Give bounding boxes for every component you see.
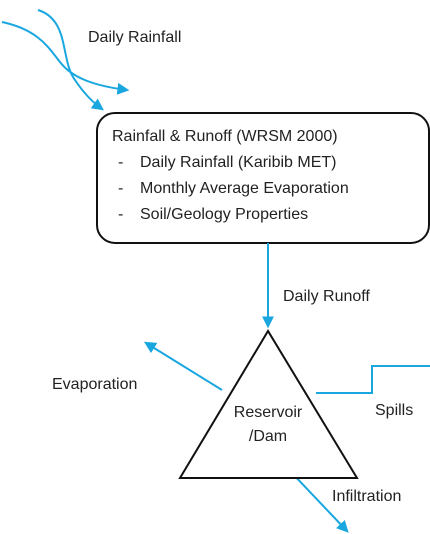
node-label: /Dam [249,428,287,445]
edge-label: Spills [375,402,413,419]
bullet: - [118,154,123,171]
reservoir-triangle [178,329,359,479]
evaporation-arrow [143,341,223,391]
bullet: - [118,206,123,223]
node-item: Soil/Geology Properties [140,206,308,223]
rainfall-arrow [37,9,104,111]
edge-label: Daily Runoff [283,288,370,305]
bullet: - [118,180,123,197]
node-item: Daily Rainfall (Karibib MET) [140,154,337,171]
node-label: Reservoir [234,404,303,421]
node-title: Rainfall & Runoff (WRSM 2000) [112,128,338,145]
spills-line [316,365,430,394]
edge-label: Daily Rainfall [88,29,181,46]
edge-label: Evaporation [52,376,137,393]
edge-label: Infiltration [332,488,401,505]
node-item: Monthly Average Evaporation [140,180,349,197]
model-box [96,112,430,244]
rainfall-arrow [1,21,130,95]
